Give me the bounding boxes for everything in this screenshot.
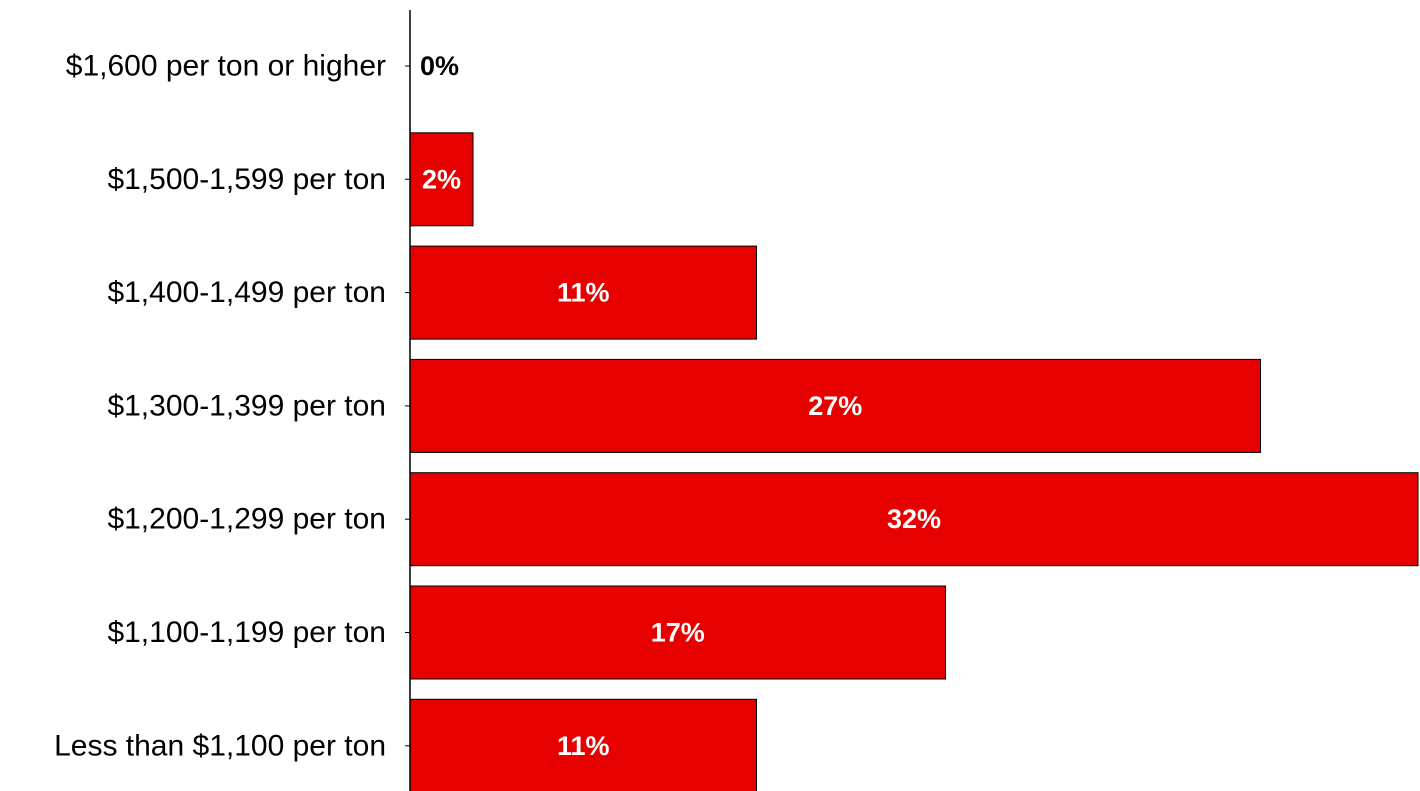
data-label: 2% <box>422 164 461 194</box>
category-label: $1,100-1,199 per ton <box>107 616 386 649</box>
bar <box>409 698 757 791</box>
y-axis-ticks-layer <box>405 65 410 747</box>
data-label: 17% <box>651 618 705 648</box>
category-label: $1,200-1,299 per ton <box>107 503 386 536</box>
bars-layer <box>409 132 1419 791</box>
data-label: 11% <box>557 731 610 761</box>
category-label: $1,400-1,499 per ton <box>107 276 386 309</box>
category-label: Less than $1,100 per ton <box>54 729 386 762</box>
bar <box>409 585 946 680</box>
bar <box>409 132 474 227</box>
data-label: 11% <box>557 278 610 308</box>
category-labels-layer: $1,600 per ton or higher $1,500-1,599 per… <box>54 50 386 763</box>
data-label: 27% <box>808 391 862 421</box>
data-label: 32% <box>887 504 941 534</box>
data-label: 0% <box>420 51 459 81</box>
bar <box>409 245 757 340</box>
category-label: $1,500-1,599 per ton <box>107 163 386 196</box>
bar <box>409 358 1261 453</box>
bar <box>409 472 1419 567</box>
category-label: $1,600 per ton or higher <box>66 50 386 83</box>
value-labels-layer: 0% 2% 11% 27% 32% 17% 11% <box>420 51 941 761</box>
category-label: $1,300-1,399 per ton <box>107 389 386 422</box>
